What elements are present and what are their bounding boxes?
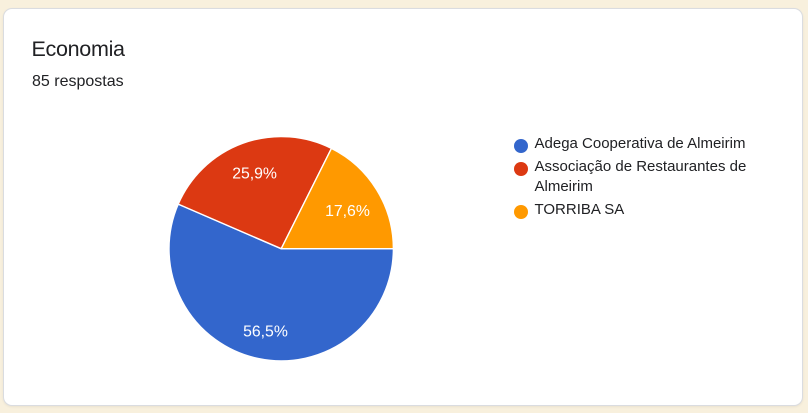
svg-text:56,5%: 56,5% [243, 323, 288, 340]
svg-text:17,6%: 17,6% [325, 203, 370, 220]
svg-text:25,9%: 25,9% [232, 165, 277, 182]
